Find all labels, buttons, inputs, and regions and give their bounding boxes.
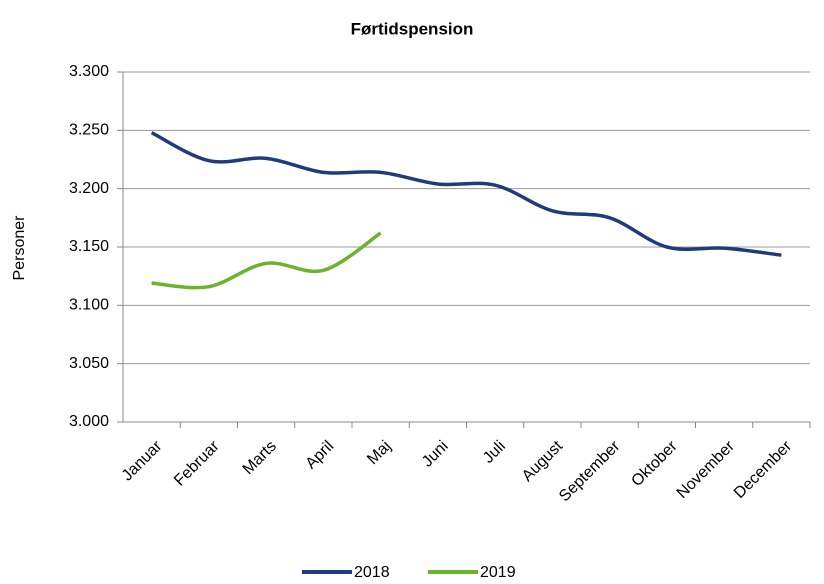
y-tick-label: 3.150 bbox=[69, 238, 109, 255]
y-tick-label: 3.250 bbox=[69, 122, 109, 139]
y-tick-label: 3.000 bbox=[69, 413, 109, 430]
legend-label: 2018 bbox=[354, 564, 390, 581]
y-tick-label: 3.200 bbox=[69, 180, 109, 197]
y-tick-label: 3.100 bbox=[69, 297, 109, 314]
chart-title: Førtidspension bbox=[351, 19, 474, 38]
y-tick-label: 3.300 bbox=[69, 63, 109, 80]
y-tick-label: 3.050 bbox=[69, 355, 109, 372]
line-series bbox=[150, 131, 782, 257]
line-series bbox=[151, 231, 382, 290]
legend-label: 2019 bbox=[480, 564, 516, 581]
y-axis-label: Personer bbox=[11, 215, 28, 281]
